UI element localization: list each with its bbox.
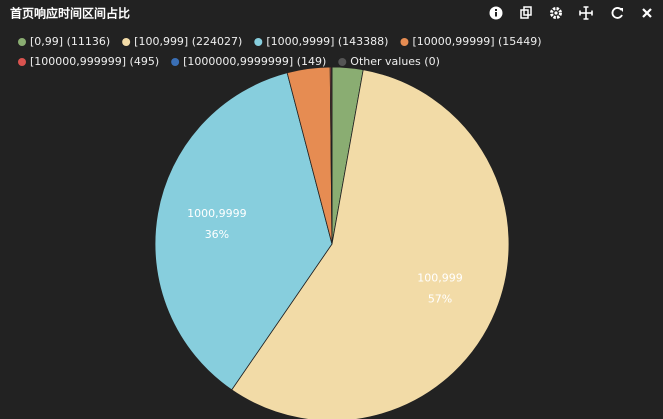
- legend-marker: [171, 58, 180, 66]
- slice-name: 100,999: [417, 271, 463, 284]
- legend-label: [10000,99999] (15449): [412, 35, 541, 48]
- legend-label: [100000,999999] (495): [30, 55, 159, 68]
- legend-marker: [400, 38, 409, 46]
- info-button[interactable]: [489, 6, 503, 20]
- slice-name: 1000,9999: [187, 207, 247, 220]
- settings-button[interactable]: [550, 7, 562, 19]
- slice-percent: 36%: [205, 228, 229, 241]
- refresh-button[interactable]: [611, 7, 623, 19]
- legend-marker: [18, 38, 26, 46]
- legend-marker: [254, 38, 263, 46]
- legend-marker: [338, 58, 347, 66]
- legend-marker: [18, 58, 26, 66]
- legend-label: [1000000,9999999] (149): [183, 55, 326, 68]
- slice-percent: 57%: [428, 292, 452, 305]
- toolbar: [489, 6, 652, 20]
- copy-button[interactable]: [520, 6, 532, 19]
- legend-marker: [122, 38, 131, 46]
- widget-title: 首页响应时间区间占比: [10, 6, 130, 21]
- legend-label: [0,99] (11136): [30, 35, 110, 48]
- legend-label: [1000,9999] (143388): [266, 35, 388, 48]
- legend-label: Other values (0): [350, 55, 440, 68]
- legend-label: [100,999] (224027): [134, 35, 242, 48]
- pie-slice: [154, 72, 333, 391]
- pie-slice: [231, 69, 510, 419]
- close-button[interactable]: [642, 8, 652, 18]
- move-button[interactable]: [579, 6, 593, 20]
